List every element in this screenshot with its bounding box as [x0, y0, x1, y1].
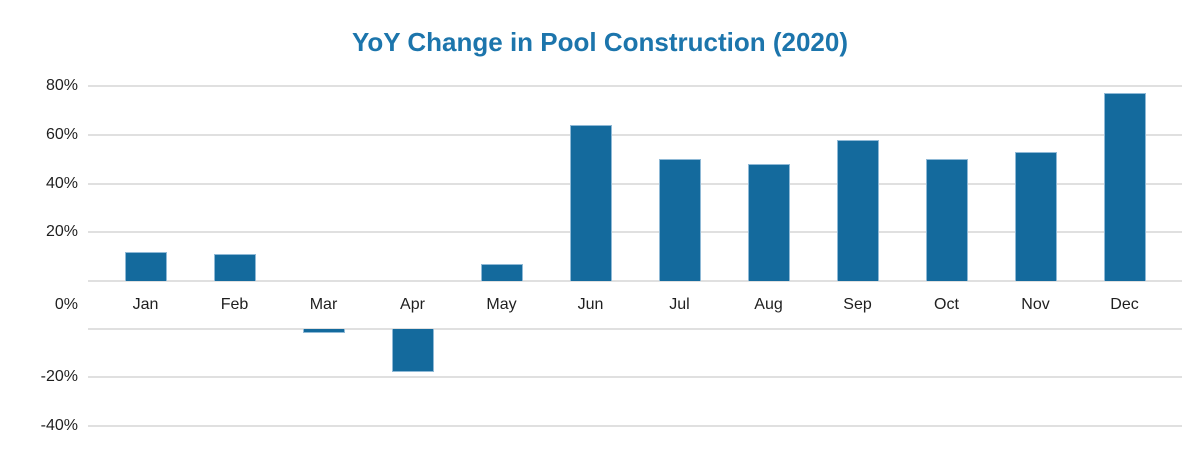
x-axis-tick-label: Aug — [754, 296, 783, 313]
bar-may — [480, 263, 523, 281]
gridline — [88, 425, 1182, 427]
x-axis-tick-label: Jul — [669, 296, 690, 313]
bar-jul — [658, 159, 701, 281]
gridline — [88, 133, 1182, 136]
x-axis-tick-label: Oct — [934, 296, 959, 313]
chart-title: YoY Change in Pool Construction (2020) — [352, 27, 848, 57]
x-axis-tick-label: Nov — [1021, 296, 1050, 313]
x-axis-tick-label: Mar — [309, 296, 338, 313]
x-axis-tick-label: Sep — [843, 296, 872, 313]
y-axis-tick-label: 60% — [45, 125, 78, 143]
x-axis-tick-label: Dec — [1110, 296, 1139, 313]
bar-jan — [124, 251, 167, 281]
bar-oct — [925, 159, 968, 281]
bar-mar — [302, 328, 345, 334]
x-axis-tick-label: May — [486, 296, 517, 313]
bar-sep — [836, 139, 879, 281]
bar-aug — [747, 164, 790, 281]
y-axis-tick-label: 40% — [45, 174, 78, 192]
x-axis-tick-label: Jun — [577, 296, 604, 313]
y-axis-tick-label: 20% — [45, 223, 78, 241]
x-axis-tick-label: Feb — [220, 296, 249, 313]
y-axis-tick-label: -40% — [40, 417, 78, 434]
bar-feb — [213, 254, 256, 281]
y-axis-tick-label: 80% — [45, 77, 78, 94]
y-axis-tick-label: -20% — [40, 368, 78, 386]
y-axis-tick-label: 0% — [54, 295, 78, 313]
bar-dec — [1103, 93, 1146, 281]
bar-nov — [1014, 151, 1057, 281]
bar-apr — [391, 328, 434, 373]
gridline — [88, 85, 1182, 87]
gridline — [88, 376, 1182, 379]
bar-jun — [569, 125, 612, 281]
gridline — [88, 182, 1182, 185]
gridline — [88, 327, 1182, 330]
gridline — [88, 280, 1182, 282]
gridline — [88, 231, 1182, 234]
x-axis-tick-label: Apr — [400, 296, 425, 313]
x-axis-tick-label: Jan — [132, 296, 159, 313]
